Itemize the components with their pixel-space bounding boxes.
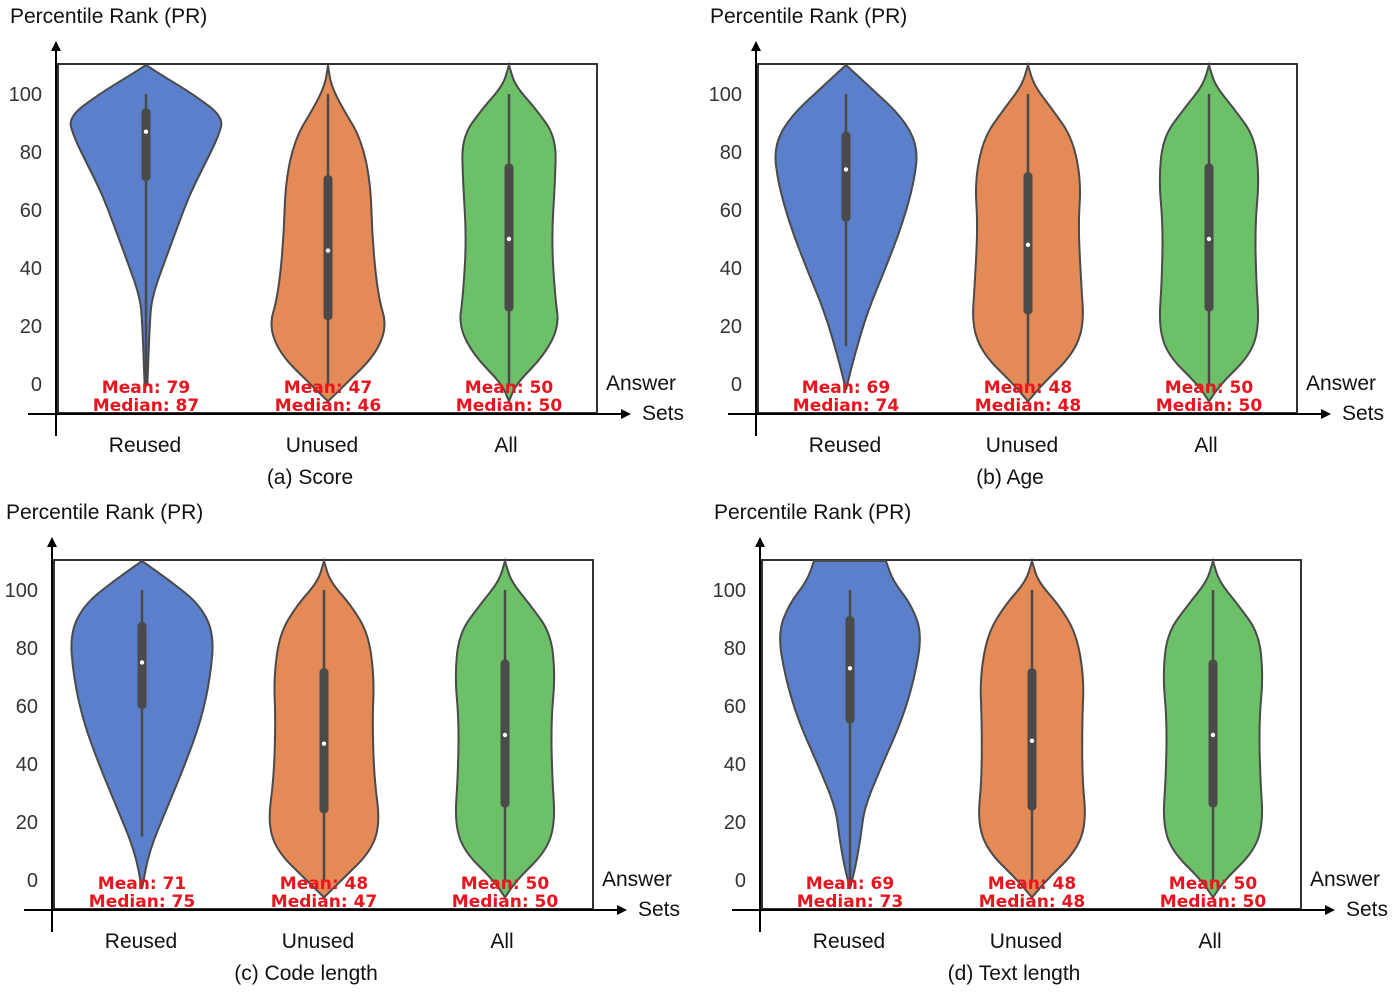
x-category-label: All [494,434,517,457]
mean-label-reused: Mean: 69 [802,378,890,398]
iqr-box-unused [319,668,329,814]
y-tick-label: 60 [16,696,38,718]
median-label-unused: Median: 47 [271,892,377,912]
y-tick-label: 100 [709,84,742,106]
median-point-all [502,732,508,738]
median-label-reused: Median: 75 [89,892,195,912]
median-point-unused [1025,242,1031,247]
median-label-all: Median: 50 [1160,892,1267,912]
median-point-all [506,236,512,242]
median-point-all [1210,732,1216,738]
y-tick-label: 80 [16,638,38,660]
median-point-reused [843,167,849,172]
mean-label-all: Mean: 50 [1169,874,1258,894]
y-tick-label: 20 [20,316,42,338]
y-tick-label: 0 [31,374,42,396]
median-point-reused [143,129,149,134]
median-label-all: Median: 50 [452,892,559,912]
x-axis-label-line1: Answer [1310,868,1380,891]
x-axis-label-line2: Sets [642,402,684,425]
x-axis-label-line2: Sets [1346,898,1388,921]
y-tick-label: 100 [713,580,746,602]
y-tick-label: 20 [16,812,38,834]
y-tick-label: 40 [720,258,742,280]
median-point-reused [847,666,853,671]
x-axis-label-line1: Answer [602,868,672,891]
median-label-unused: Median: 46 [275,396,381,416]
y-tick-label: 60 [20,200,42,222]
y-axis-label: Percentile Rank (PR) [6,501,203,524]
x-axis-label-line1: Answer [606,372,676,395]
median-point-all [1206,236,1212,242]
y-tick-label: 60 [724,696,746,718]
median-point-unused [325,248,331,253]
mean-label-reused: Mean: 69 [806,874,894,894]
mean-label-unused: Mean: 48 [280,874,368,894]
median-point-reused [139,660,145,665]
y-axis-label: Percentile Rank (PR) [10,5,207,28]
y-tick-label: 0 [731,374,742,396]
x-category-label: Reused [105,930,177,953]
y-tick-label: 0 [735,870,746,892]
iqr-box-reused [841,131,851,222]
y-tick-label: 100 [9,84,42,106]
median-point-unused [321,741,327,746]
y-tick-label: 60 [720,200,742,222]
x-category-label: Reused [813,930,885,953]
median-label-reused: Median: 74 [793,396,900,416]
y-tick-label: 20 [720,316,742,338]
median-label-reused: Median: 87 [93,396,199,416]
x-category-label: Reused [809,434,881,457]
panel-caption: (b) Age [976,466,1044,489]
y-tick-label: 20 [724,812,746,834]
x-axis-label-line2: Sets [638,898,680,921]
median-label-unused: Median: 48 [979,892,1085,912]
mean-label-all: Mean: 50 [461,874,550,894]
panel-3: Percentile Rank (PR) Answer Sets 0 20 40 60 80 1… [5,501,680,985]
y-axis-label: Percentile Rank (PR) [714,501,911,524]
x-category-label: Unused [986,434,1058,457]
mean-label-all: Mean: 50 [465,378,554,398]
iqr-box-reused [141,108,151,181]
x-category-label: Reused [109,434,181,457]
y-tick-label: 80 [720,142,742,164]
y-tick-label: 40 [16,754,38,776]
iqr-box-unused [323,175,333,321]
y-axis-label: Percentile Rank (PR) [710,5,907,28]
mean-label-unused: Mean: 48 [984,378,1072,398]
mean-label-reused: Mean: 79 [102,378,190,398]
panel-1: Percentile Rank (PR) Answer Sets 0 20 40 60 80 1… [9,5,684,489]
median-label-all: Median: 50 [456,396,563,416]
iqr-box-reused [137,621,147,709]
x-category-label: Unused [282,930,354,953]
x-category-label: All [1198,930,1221,953]
y-tick-label: 40 [20,258,42,280]
median-point-unused [1029,738,1035,743]
median-label-unused: Median: 48 [975,396,1081,416]
mean-label-reused: Mean: 71 [98,874,186,894]
mean-label-unused: Mean: 48 [988,874,1076,894]
y-tick-label: 0 [27,870,38,892]
panel-2: Percentile Rank (PR) Answer Sets 0 20 40 60 80 1… [709,5,1384,489]
panel-4: Percentile Rank (PR) Answer Sets 0 20 40 60 80 1… [713,501,1388,985]
x-category-label: Unused [286,434,358,457]
y-tick-label: 80 [20,142,42,164]
x-category-label: All [490,930,513,953]
y-tick-label: 40 [724,754,746,776]
x-category-label: Unused [990,930,1062,953]
panel-caption: (c) Code length [234,962,378,985]
panel-caption: (d) Text length [948,962,1081,985]
x-category-label: All [1194,434,1217,457]
x-axis-label-line2: Sets [1342,402,1384,425]
median-label-reused: Median: 73 [797,892,903,912]
x-axis-label-line1: Answer [1306,372,1376,395]
mean-label-unused: Mean: 47 [284,378,372,398]
panel-caption: (a) Score [267,466,353,489]
y-tick-label: 100 [5,580,38,602]
median-label-all: Median: 50 [1156,396,1263,416]
mean-label-all: Mean: 50 [1165,378,1254,398]
y-tick-label: 80 [724,638,746,660]
